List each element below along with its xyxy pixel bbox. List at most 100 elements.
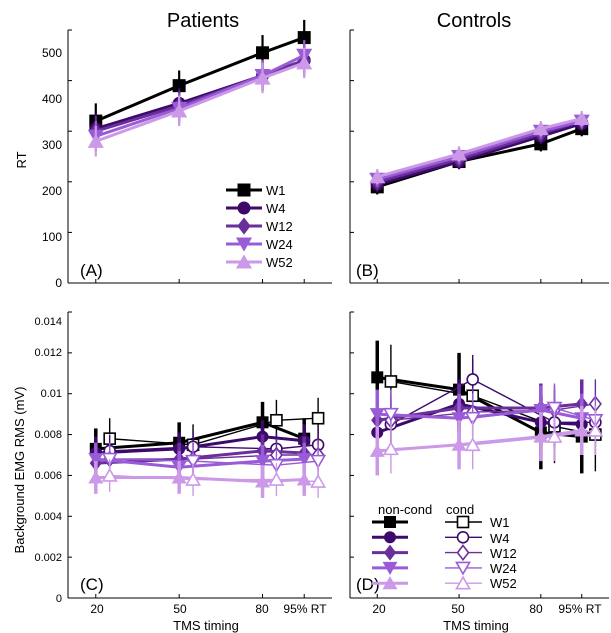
panel-label-d: (D): [356, 575, 380, 594]
title-controls: Controls: [437, 10, 511, 32]
line-c-c-w12: [109, 454, 319, 460]
legend-a: W1 W4 W12 W24 W52: [266, 183, 293, 270]
ytick-a-200: 200: [42, 184, 62, 198]
ytick-c-0002: 0.002: [34, 552, 62, 564]
series-b-w52: [369, 110, 590, 185]
point-nc-c-w52-3: [296, 472, 312, 486]
point-nc-d-w1-0: [371, 371, 384, 384]
legend-a-marker-w52: [235, 254, 253, 269]
legend-d-w1: W1: [490, 515, 510, 530]
legend-d-nc-marker-w24: [382, 561, 398, 575]
point-nc-c-w24-0: [88, 453, 104, 467]
axes-c: [67, 311, 332, 599]
line-c-d-w52: [390, 429, 596, 450]
xtick-d-50: 50: [451, 602, 465, 616]
point-nc-d-w52-1: [451, 437, 467, 451]
point-b-w52-1: [450, 146, 468, 161]
legend-d-nc-marker-w52: [382, 576, 398, 590]
ytick-a-300: 300: [42, 138, 62, 152]
line-b-w4: [376, 122, 583, 186]
series-d-w52: [369, 405, 604, 476]
ytick-a-100: 100: [42, 230, 62, 244]
line-c-c-w1: [109, 417, 319, 446]
legend-a-marker-w12: [237, 217, 251, 235]
line-nc-c-w4: [95, 435, 305, 455]
point-nc-d-w24-2: [533, 404, 549, 418]
point-nc-c-w52-1: [171, 470, 187, 484]
ytick-a-400: 400: [42, 92, 62, 106]
point-c-d-w24-0: [382, 407, 399, 422]
point-c-c-w24-3: [310, 454, 327, 469]
point-nc-c-w24-3: [296, 453, 312, 467]
point-nc-c-w24-2: [255, 455, 270, 469]
legend-d-header-cond: cond: [446, 502, 474, 517]
panel-label-a: (A): [80, 261, 103, 280]
legend-d-c-marker-w12: [456, 544, 470, 562]
legend-a-w12: W12: [266, 219, 293, 234]
legend-d-header-noncond: non-cond: [378, 502, 432, 517]
title-patients: Patients: [167, 10, 239, 32]
ytick-c-0008: 0.008: [34, 429, 62, 441]
legend-d-c-marker-w52: [455, 575, 471, 590]
point-c-d-w24-1: [464, 411, 481, 426]
legend-a-w24: W24: [266, 237, 293, 252]
ytick-c-0012: 0.012: [34, 347, 62, 359]
line-c-c-w52: [109, 474, 319, 483]
point-c-c-w52-0: [101, 467, 118, 482]
legend-d-w12: W12: [490, 546, 517, 561]
legend-d-markers: [372, 515, 482, 590]
series-c-w52: [88, 459, 327, 498]
line-nc-c-w1: [95, 420, 305, 451]
legend-a-markers: [226, 183, 262, 269]
point-nc-c-w52-2: [255, 474, 270, 488]
line-nc-c-w12: [95, 449, 305, 465]
legend-d-nc-marker-w1: [384, 516, 396, 528]
series-group-c: [88, 397, 327, 498]
point-c-d-w1-0: [384, 375, 398, 388]
line-b-w1: [376, 127, 583, 189]
legend-a-marker-w1: [237, 183, 251, 197]
xlabel-c: TMS timing: [173, 618, 239, 633]
line-a-w52: [95, 61, 305, 143]
axes-a: [67, 29, 332, 284]
ytick-c-0014: 0.014: [34, 316, 62, 328]
series-group-a: [87, 19, 313, 157]
axes-d: [349, 311, 609, 599]
point-nc-d-w24-0: [369, 408, 385, 422]
ylabel-rt: RT: [14, 151, 29, 168]
line-c-c-w24: [109, 458, 319, 466]
point-nc-d-w52-2: [533, 429, 549, 443]
legend-d-nc-marker-w4: [384, 531, 396, 544]
legend-d-w52: W52: [490, 576, 517, 591]
point-c-c-w24-1: [185, 454, 202, 469]
ytick-a-500: 500: [42, 46, 62, 60]
point-c-c-w52-3: [310, 473, 327, 488]
point-nc-d-w52-0: [369, 443, 385, 457]
point-c-d-w52-3: [587, 422, 604, 437]
xtick-d-80: 80: [529, 602, 543, 616]
panel-label-c: (C): [80, 575, 104, 594]
legend-d-w24: W24: [490, 561, 517, 576]
line-b-w24: [376, 119, 583, 181]
xtick-c-50: 50: [173, 602, 187, 616]
legend-a-marker-w4: [237, 201, 251, 215]
series-a-w4: [89, 45, 311, 144]
point-b-w52-2: [532, 121, 549, 136]
series-group-d: [369, 340, 604, 476]
legend-d-c-marker-w1: [456, 515, 470, 529]
point-c-c-w52-1: [185, 471, 202, 486]
legend-a-marker-w24: [235, 237, 253, 252]
point-a-w1-2: [256, 46, 270, 60]
point-c-d-w52-2: [546, 428, 563, 443]
line-c-d-w4: [390, 378, 596, 425]
ylabel-emg: Background EMG RMS (mV): [12, 387, 27, 554]
point-b-w52-0: [369, 169, 386, 184]
xtick-c-80: 80: [255, 602, 269, 616]
ytick-a-0: 0: [55, 276, 62, 290]
xtick-d-20: 20: [372, 602, 386, 616]
point-a-w52-2: [254, 70, 271, 85]
panel-label-b: (B): [356, 261, 379, 280]
legend-d: non-cond cond W1 W4 W12 W24 W52: [378, 502, 517, 591]
point-c-c-w1-3: [311, 411, 325, 425]
